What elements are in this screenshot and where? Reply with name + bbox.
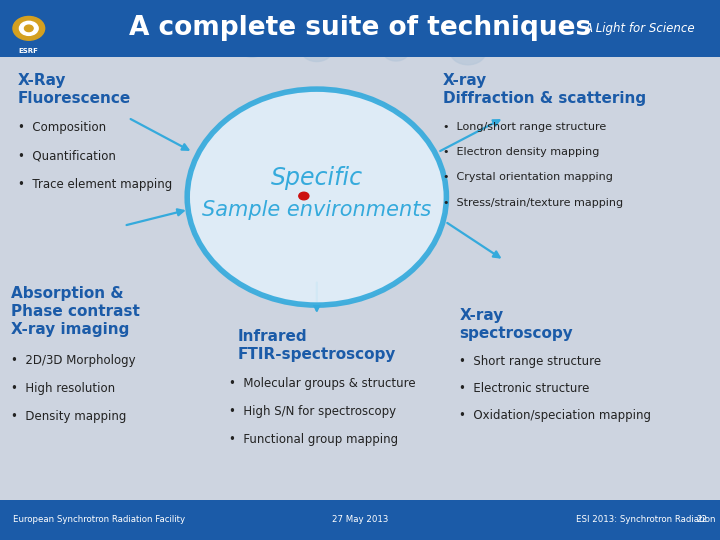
Circle shape <box>397 9 438 39</box>
Text: X-ray
spectroscopy: X-ray spectroscopy <box>459 308 573 341</box>
Text: •  Stress/strain/texture mapping: • Stress/strain/texture mapping <box>443 198 623 208</box>
Circle shape <box>301 38 333 62</box>
Text: A Light for Science: A Light for Science <box>584 22 695 35</box>
Circle shape <box>344 10 405 55</box>
Text: •  High resolution: • High resolution <box>11 382 115 395</box>
Circle shape <box>24 25 33 31</box>
Text: •  Density mapping: • Density mapping <box>11 410 126 423</box>
Circle shape <box>186 18 232 52</box>
Text: •  Electronic structure: • Electronic structure <box>459 382 590 395</box>
Text: •  2D/3D Morphology: • 2D/3D Morphology <box>11 354 135 367</box>
Text: European Synchrotron Radiation Facility: European Synchrotron Radiation Facility <box>13 515 185 524</box>
Ellipse shape <box>187 89 446 305</box>
Circle shape <box>383 42 409 61</box>
Bar <box>0 57 720 500</box>
Circle shape <box>239 38 265 57</box>
Circle shape <box>13 16 45 40</box>
Text: •  Crystal orientation mapping: • Crystal orientation mapping <box>443 172 613 183</box>
Circle shape <box>229 10 261 33</box>
Bar <box>0 0 720 57</box>
Circle shape <box>513 15 567 56</box>
Text: •  Functional group mapping: • Functional group mapping <box>229 433 398 446</box>
Text: Absorption &
Phase contrast
X-ray imaging: Absorption & Phase contrast X-ray imagin… <box>11 286 140 337</box>
Text: •  Trace element mapping: • Trace element mapping <box>18 178 172 191</box>
Circle shape <box>475 11 518 43</box>
Circle shape <box>261 6 315 48</box>
Circle shape <box>320 8 356 35</box>
Bar <box>0 500 720 540</box>
Text: 22: 22 <box>696 515 707 524</box>
Text: ESRF: ESRF <box>19 48 39 54</box>
Circle shape <box>299 192 309 200</box>
Text: •  Oxidation/speciation mapping: • Oxidation/speciation mapping <box>459 409 652 422</box>
Text: •  Long/short range structure: • Long/short range structure <box>443 122 606 132</box>
Text: Infrared
FTIR-spectroscopy: Infrared FTIR-spectroscopy <box>238 329 396 362</box>
Text: •  High S/N for spectroscopy: • High S/N for spectroscopy <box>229 405 396 418</box>
Text: Specific: Specific <box>271 166 363 190</box>
Circle shape <box>428 14 479 51</box>
Text: •  Composition: • Composition <box>18 122 106 134</box>
Text: X-ray
Diffraction & scattering: X-ray Diffraction & scattering <box>443 73 646 106</box>
Text: •  Electron density mapping: • Electron density mapping <box>443 147 599 157</box>
Text: •  Quantification: • Quantification <box>18 150 116 163</box>
Text: Sample environments: Sample environments <box>202 199 431 220</box>
Text: •  Molecular groups & structure: • Molecular groups & structure <box>229 377 415 390</box>
Circle shape <box>19 22 38 36</box>
Text: •  Short range structure: • Short range structure <box>459 355 601 368</box>
Text: 27 May 2013: 27 May 2013 <box>332 515 388 524</box>
Circle shape <box>450 38 486 65</box>
Text: A complete suite of techniques: A complete suite of techniques <box>129 15 591 42</box>
Text: ESI 2013: Synchrotron Radiation: ESI 2013: Synchrotron Radiation <box>576 515 716 524</box>
Text: X-Ray
Fluorescence: X-Ray Fluorescence <box>18 73 131 106</box>
